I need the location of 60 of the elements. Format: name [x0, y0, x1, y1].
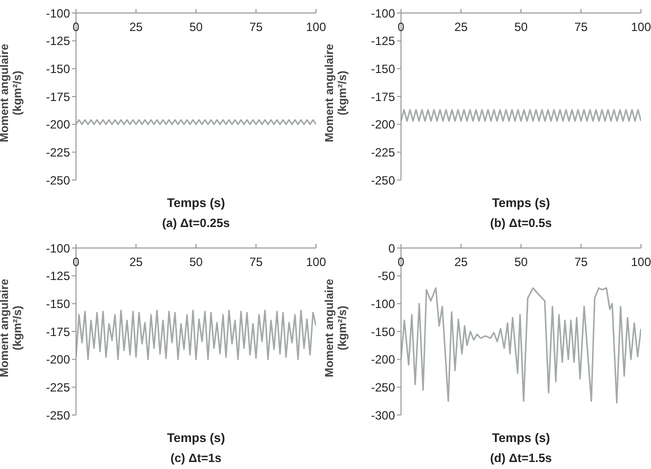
text: (c) Δt=1s [170, 450, 222, 464]
x-axis-title: Temps (s) [166, 196, 226, 210]
y-tick-label: -225 [46, 145, 70, 160]
y-tick-label: -250 [46, 173, 70, 188]
x-tick-label: 0 [398, 254, 405, 268]
x-tick-label: 25 [454, 20, 468, 34]
x-tick-label: 100 [306, 254, 326, 268]
y-tick-label: -200 [46, 118, 70, 132]
text: (a) Δt=0.25s [161, 216, 231, 230]
x-tick-label: 75 [574, 20, 588, 34]
y-tick-label: -175 [46, 324, 70, 338]
y-tick-label: -200 [46, 352, 70, 366]
text: (d) Δt=1.5s [489, 450, 553, 464]
x-axis-title: Temps (s) [166, 430, 226, 444]
y-axis-title: Moment angulaire (kgm²/s) [324, 277, 350, 379]
x-tick-label: 50 [189, 254, 203, 268]
y-tick-label: -250 [370, 173, 396, 188]
x-tick-label: 75 [249, 20, 263, 34]
y-tick-label: -175 [370, 90, 396, 104]
text: (b) Δt=0.5s [489, 216, 553, 230]
y-tick-label: 0 [388, 240, 396, 255]
x-tick-label: 100 [630, 20, 651, 34]
y-tick-label: -100 [46, 240, 70, 255]
y-tick-label: -150 [46, 296, 70, 310]
y-tick-label: -250 [370, 380, 396, 394]
x-tick-label: 50 [514, 20, 528, 34]
x-tick-label: 25 [129, 254, 143, 268]
y-tick-label: -100 [370, 6, 396, 20]
x-tick-label: 0 [398, 20, 405, 34]
x-tick-label: 100 [306, 20, 326, 34]
x-tick-label: 0 [72, 20, 80, 34]
y-tick-label: -200 [370, 118, 396, 132]
x-tick-label: 0 [72, 254, 80, 268]
x-tick-label: 75 [574, 254, 588, 268]
y-axis-title: Moment angulaire (kgm²/s) [0, 42, 25, 144]
x-tick-label: 25 [454, 254, 468, 268]
x-tick-label: 100 [630, 254, 651, 268]
y-tick-label: -150 [46, 62, 70, 76]
y-tick-label: -225 [46, 380, 70, 394]
y-tick-label: -225 [370, 145, 396, 160]
x-tick-label: 75 [249, 254, 263, 268]
y-tick-label: -50 [378, 268, 396, 283]
x-tick-label: 50 [189, 20, 203, 34]
y-tick-label: -300 [370, 408, 396, 422]
y-tick-label: -200 [370, 352, 396, 366]
y-tick-label: -175 [46, 90, 70, 104]
y-tick-label: -150 [370, 324, 396, 338]
y-tick-label: -125 [46, 34, 70, 48]
y-tick-label: -125 [46, 268, 70, 283]
y-tick-label: -100 [46, 6, 70, 20]
x-tick-label: 50 [514, 254, 528, 268]
x-tick-label: 25 [129, 20, 143, 34]
x-axis-title: Temps (s) [490, 196, 552, 210]
y-tick-label: -250 [46, 408, 70, 422]
y-axis-title: Moment angulaire (kgm²/s) [0, 277, 25, 379]
x-axis-title: Temps (s) [490, 430, 552, 444]
y-tick-label: -100 [370, 296, 396, 310]
y-tick-label: -125 [370, 34, 396, 48]
y-tick-label: -150 [370, 62, 396, 76]
y-axis-title: Moment angulaire (kgm²/s) [324, 42, 350, 144]
